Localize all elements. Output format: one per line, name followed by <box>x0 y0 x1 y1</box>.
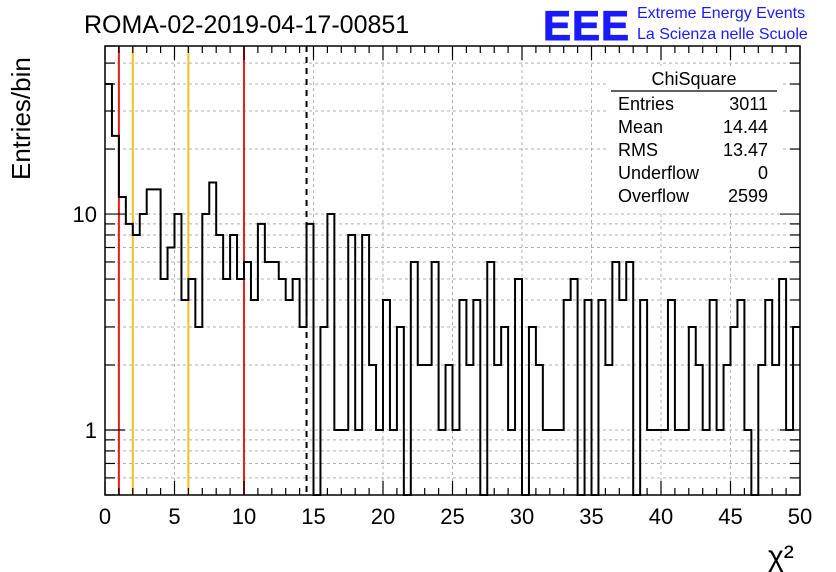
stats-label: Overflow <box>618 186 690 206</box>
y-tick-label: 10 <box>73 202 97 227</box>
x-tick-label: 25 <box>440 504 464 529</box>
logo-line1: Extreme Energy Events <box>637 5 805 22</box>
eee-logo: EEE Extreme Energy Events La Scienza nel… <box>543 2 808 50</box>
stats-value: 13.47 <box>723 140 768 160</box>
histogram-line <box>105 83 800 496</box>
stats-value: 3011 <box>729 94 768 114</box>
x-tick-label: 5 <box>168 504 180 529</box>
axis-ticks <box>104 45 801 496</box>
x-tick-label: 40 <box>649 504 673 529</box>
stats-label: Underflow <box>618 163 700 183</box>
y-axis-label: Entries/bin <box>6 57 36 180</box>
x-axis-label: χ² <box>768 540 794 572</box>
y-tick-labels: 1 10 <box>73 202 97 443</box>
stats-box: ChiSquare Entries 3011 Mean 14.44 RMS 13.47 Un… <box>608 66 780 210</box>
x-tick-label: 10 <box>232 504 256 529</box>
x-tick-labels: 0 5 10 15 20 25 30 35 40 45 50 <box>99 504 812 529</box>
x-tick-label: 15 <box>301 504 325 529</box>
stats-header: ChiSquare <box>651 69 736 89</box>
stats-label: Entries <box>618 94 674 114</box>
stats-rows: Entries 3011 Mean 14.44 RMS 13.47 Underflow 0 Ov… <box>618 94 768 206</box>
x-tick-label: 30 <box>510 504 534 529</box>
x-tick-label: 50 <box>788 504 812 529</box>
stats-value: 0 <box>758 163 768 183</box>
logo-line2: La Scienza nelle Scuole <box>637 26 808 43</box>
logo-mark: EEE <box>543 2 630 49</box>
stats-box-bg <box>608 66 780 210</box>
x-tick-label: 35 <box>579 504 603 529</box>
stats-value: 2599 <box>728 186 768 206</box>
y-tick-label: 1 <box>85 418 97 443</box>
chart-title: ROMA-02-2019-04-17-00851 <box>84 11 409 39</box>
reference-lines <box>117 46 308 495</box>
x-tick-label: 20 <box>371 504 395 529</box>
x-tick-label: 0 <box>99 504 111 529</box>
stats-label: RMS <box>618 140 658 160</box>
histogram <box>105 83 800 496</box>
x-tick-label: 45 <box>718 504 742 529</box>
stats-value: 14.44 <box>723 117 768 137</box>
stats-label: Mean <box>618 117 663 137</box>
